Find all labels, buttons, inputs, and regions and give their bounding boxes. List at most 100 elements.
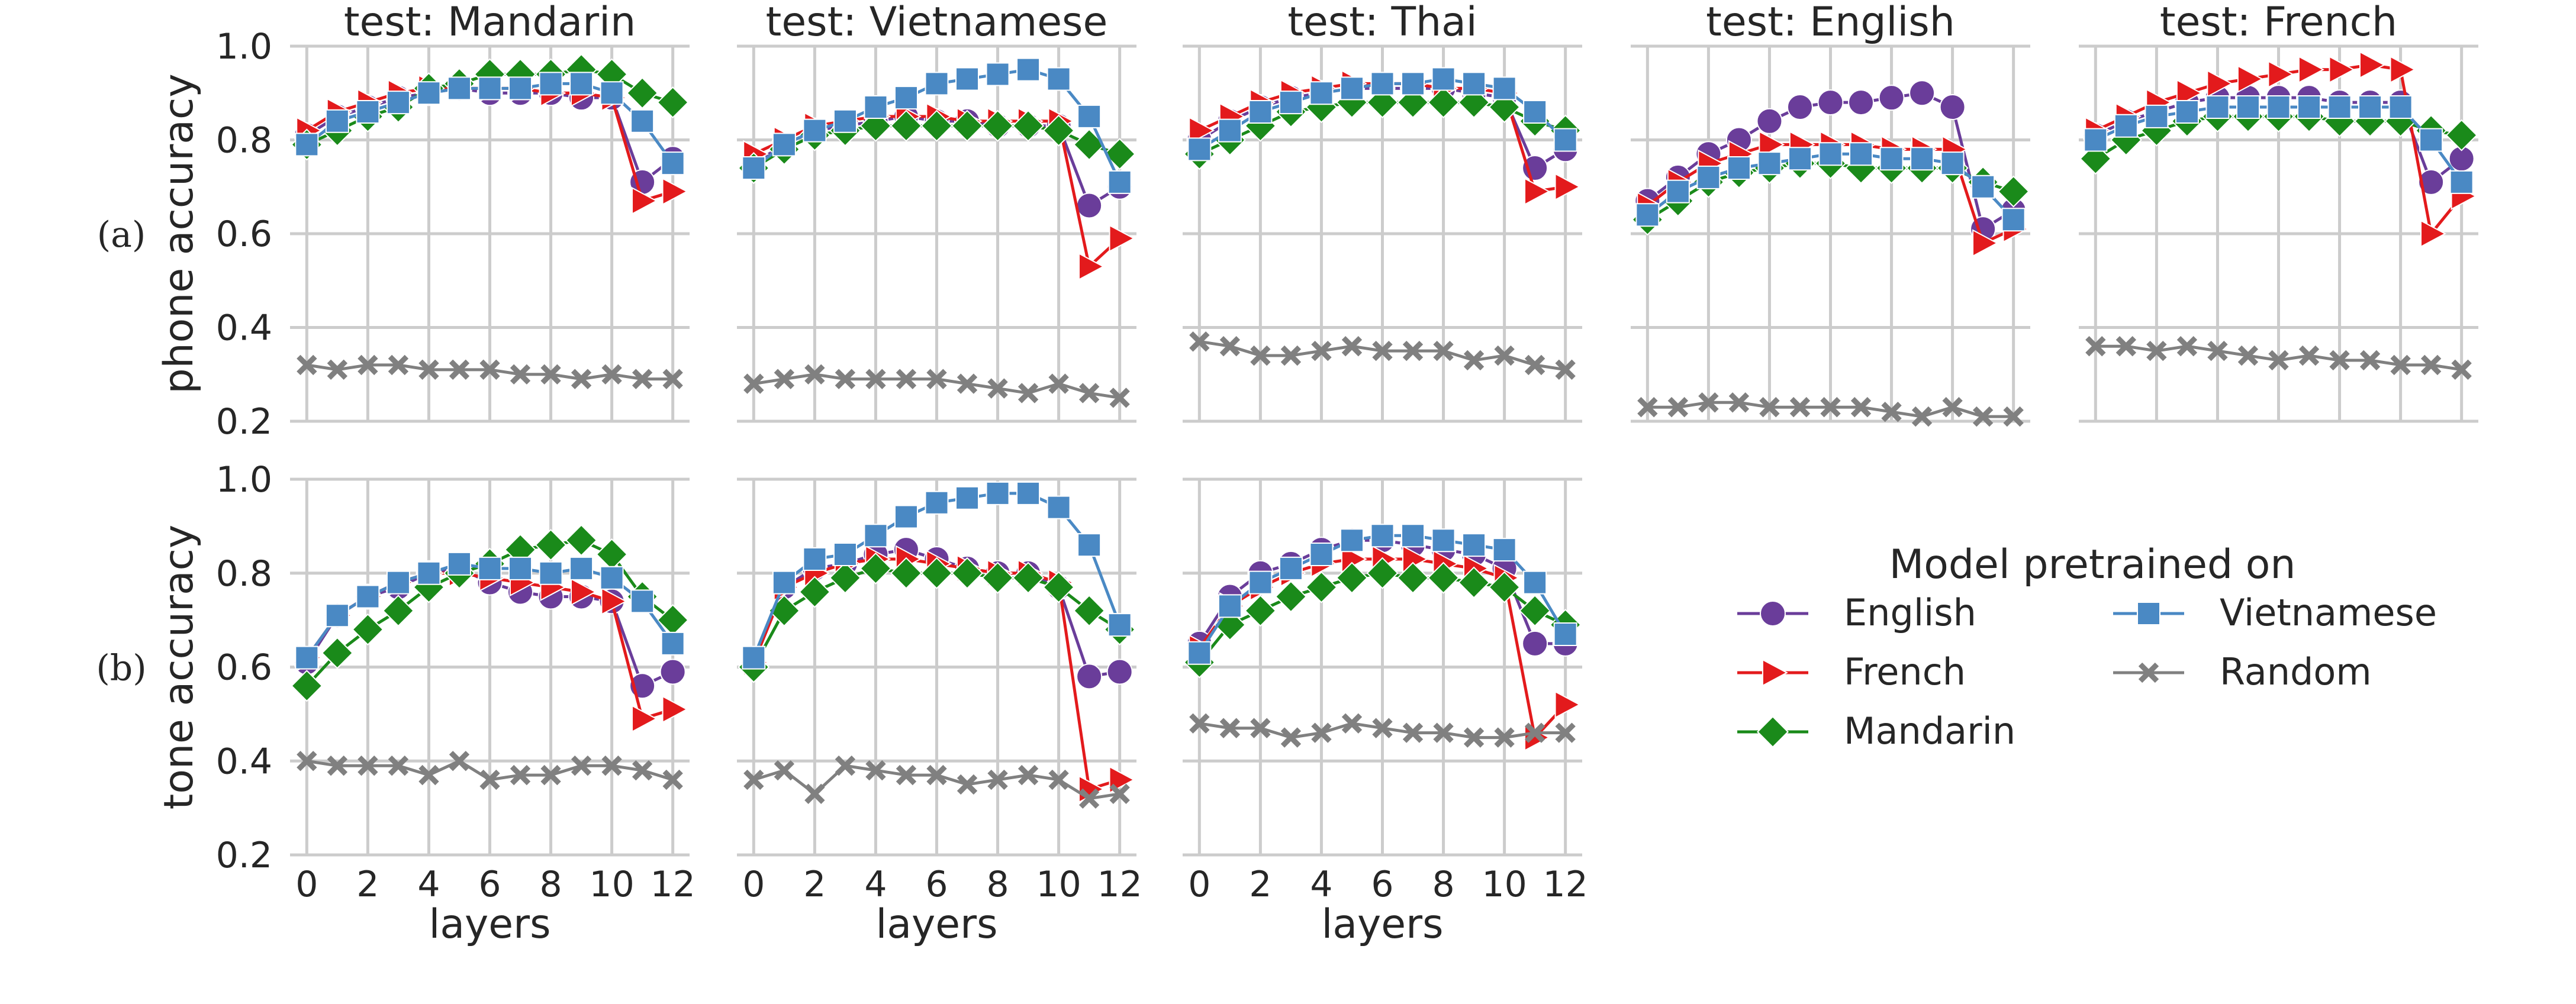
data-point-vietnamese xyxy=(1339,76,1364,101)
data-point-random xyxy=(1698,392,1719,413)
panel-title: test: Mandarin xyxy=(344,0,636,46)
data-point-random xyxy=(418,359,439,380)
data-point-vietnamese xyxy=(1279,91,1303,115)
data-point-vietnamese xyxy=(772,133,796,157)
data-point-random xyxy=(510,764,531,786)
data-point-vietnamese xyxy=(478,76,502,101)
data-point-vietnamese xyxy=(630,589,655,614)
data-point-vietnamese xyxy=(1077,533,1102,557)
data-point-mandarin xyxy=(1519,595,1551,627)
data-point-french xyxy=(1524,177,1551,206)
data-point-french xyxy=(1554,173,1581,201)
x-tick-label: 2 xyxy=(356,864,379,905)
data-point-vietnamese xyxy=(325,109,349,133)
data-point-random xyxy=(774,760,795,781)
data-point-mandarin xyxy=(1042,571,1075,603)
data-point-mandarin xyxy=(1335,561,1368,594)
legend-label: French xyxy=(1844,650,1966,693)
y-tick-label: 0.4 xyxy=(216,741,272,782)
data-point-french xyxy=(1972,229,1999,257)
data-point-english xyxy=(1786,94,1813,121)
data-point-vietnamese xyxy=(1339,528,1364,553)
legend-label: Vietnamese xyxy=(2220,591,2437,634)
data-point-random xyxy=(601,756,622,776)
x-tick-label: 4 xyxy=(1310,864,1332,905)
data-point-mandarin xyxy=(1012,109,1045,142)
data-point-vietnamese xyxy=(1309,81,1334,105)
data-point-vietnamese xyxy=(1462,533,1486,557)
data-point-random xyxy=(926,764,947,786)
data-point-mandarin xyxy=(1488,571,1521,603)
data-point-vietnamese xyxy=(1462,72,1486,96)
data-point-vietnamese xyxy=(1016,481,1041,505)
x-tick-label: 8 xyxy=(539,864,562,905)
data-point-mandarin xyxy=(981,109,1014,142)
data-point-random xyxy=(2003,406,2024,427)
data-point-random xyxy=(571,369,592,389)
data-point-vietnamese xyxy=(1757,151,1782,176)
x-tick-label: 8 xyxy=(986,864,1009,905)
data-point-vietnamese xyxy=(600,81,624,105)
data-point-vietnamese xyxy=(2205,95,2230,120)
data-point-random xyxy=(1219,718,1241,738)
x-tick-label: 12 xyxy=(650,864,695,905)
data-point-vietnamese xyxy=(2084,128,2108,152)
data-point-vietnamese xyxy=(1971,175,1995,199)
x-tick-label: 10 xyxy=(1036,864,1081,905)
data-point-random xyxy=(1667,397,1689,418)
series-random xyxy=(743,364,1130,408)
y-tick-label: 1.0 xyxy=(216,26,272,67)
data-point-mandarin xyxy=(859,552,892,585)
data-point-vietnamese xyxy=(417,81,441,105)
data-point-vietnamese xyxy=(2449,170,2474,194)
data-point-random xyxy=(297,354,317,376)
data-point-mandarin xyxy=(1427,561,1460,594)
data-point-random xyxy=(1311,722,1332,743)
series-vietnamese xyxy=(2084,95,2474,194)
data-point-vietnamese xyxy=(803,118,827,143)
data-point-random xyxy=(1524,354,1545,376)
x-tick-label: 8 xyxy=(1432,864,1454,905)
data-point-vietnamese xyxy=(295,133,319,157)
y-tick-label: 0.6 xyxy=(216,647,272,689)
data-point-vietnamese xyxy=(1370,72,1395,96)
data-point-random xyxy=(358,354,378,376)
data-point-english xyxy=(1878,85,1905,111)
data-point-random xyxy=(662,769,683,790)
data-point-vietnamese xyxy=(2358,95,2382,120)
panel-test-thai: test: Thai xyxy=(1183,0,1582,423)
x-tick-label: 10 xyxy=(1482,864,1527,905)
data-point-mandarin xyxy=(890,109,923,142)
x-tick-label: 2 xyxy=(803,864,826,905)
data-point-mandarin xyxy=(1305,571,1338,603)
data-point-french xyxy=(1189,117,1215,145)
data-point-vietnamese xyxy=(1107,170,1132,194)
data-point-mandarin xyxy=(291,670,323,702)
data-point-random xyxy=(662,369,683,389)
x-tick-label: 4 xyxy=(864,864,887,905)
data-point-random xyxy=(601,364,622,385)
data-point-random xyxy=(1972,406,1994,427)
x-tick-label: 4 xyxy=(417,864,440,905)
series-vietnamese xyxy=(295,551,685,670)
data-point-vietnamese xyxy=(864,95,888,120)
data-point-french xyxy=(2420,219,2447,248)
data-point-french xyxy=(1759,130,1785,159)
series-random xyxy=(1189,713,1576,748)
data-point-vietnamese xyxy=(1492,538,1516,562)
data-point-vietnamese xyxy=(986,481,1010,505)
data-point-french xyxy=(1078,252,1105,280)
data-point-mandarin xyxy=(1274,580,1307,613)
data-point-random xyxy=(388,354,409,376)
series-vietnamese xyxy=(295,72,685,176)
data-point-vietnamese xyxy=(894,86,918,110)
x-tick-label: 12 xyxy=(1097,864,1142,905)
data-point-mandarin xyxy=(951,557,984,589)
data-point-mandarin xyxy=(1073,128,1106,161)
data-point-random xyxy=(957,774,978,795)
data-point-random xyxy=(1463,727,1485,748)
data-point-random xyxy=(358,756,378,776)
data-point-random xyxy=(297,751,317,771)
data-point-random xyxy=(835,756,856,776)
data-point-vietnamese xyxy=(1696,165,1721,189)
